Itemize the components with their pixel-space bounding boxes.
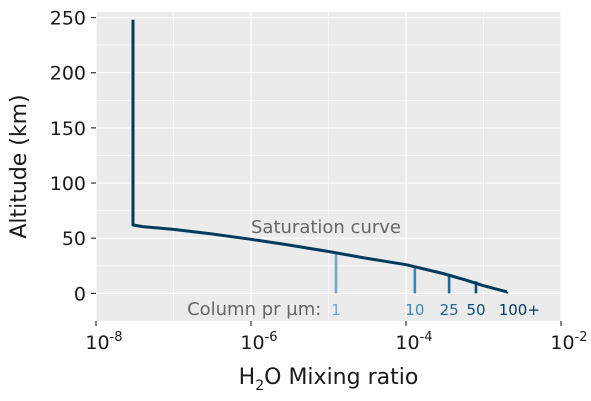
x-axis-label-subscript: 2 <box>255 378 264 394</box>
x-tick-labels: 10-8 10-6 10-4 10-2 <box>85 330 587 354</box>
x-tick-label: 10-2 <box>550 330 587 354</box>
y-tick-label: 50 <box>62 228 86 250</box>
x-tick-label: 10-4 <box>395 330 432 354</box>
y-tick-labels: 0 50 100 150 200 250 <box>50 8 86 306</box>
column-label: Column pr µm: <box>187 299 321 320</box>
y-tick-label: 150 <box>50 118 86 140</box>
tick-marks <box>91 16 562 326</box>
column-marker-label: 10 <box>405 301 424 319</box>
column-marker-label: 25 <box>440 301 459 319</box>
column-marker-label: 1 <box>331 301 341 319</box>
grid <box>95 12 562 321</box>
y-axis-label: Altitude (km) <box>7 94 32 238</box>
y-tick-label: 200 <box>50 63 86 85</box>
x-tick-label: 10-8 <box>85 330 122 354</box>
x-axis-label: H2O Mixing ratio <box>239 365 419 394</box>
x-tick-label: 10-6 <box>240 330 277 354</box>
saturation-curve-line <box>131 19 508 294</box>
column-marker-labels: 1 10 25 50 100+ <box>331 301 540 319</box>
y-tick-label: 0 <box>74 283 86 305</box>
column-marker-label: 50 <box>466 301 485 319</box>
x-axis-label-rest: O Mixing ratio <box>264 365 418 390</box>
column-marker-label: 100+ <box>499 301 540 319</box>
y-tick-label: 250 <box>50 8 86 30</box>
saturation-curve-annotation: Saturation curve <box>251 217 401 238</box>
x-axis-label-main: H <box>239 365 256 390</box>
y-tick-label: 100 <box>50 173 86 195</box>
